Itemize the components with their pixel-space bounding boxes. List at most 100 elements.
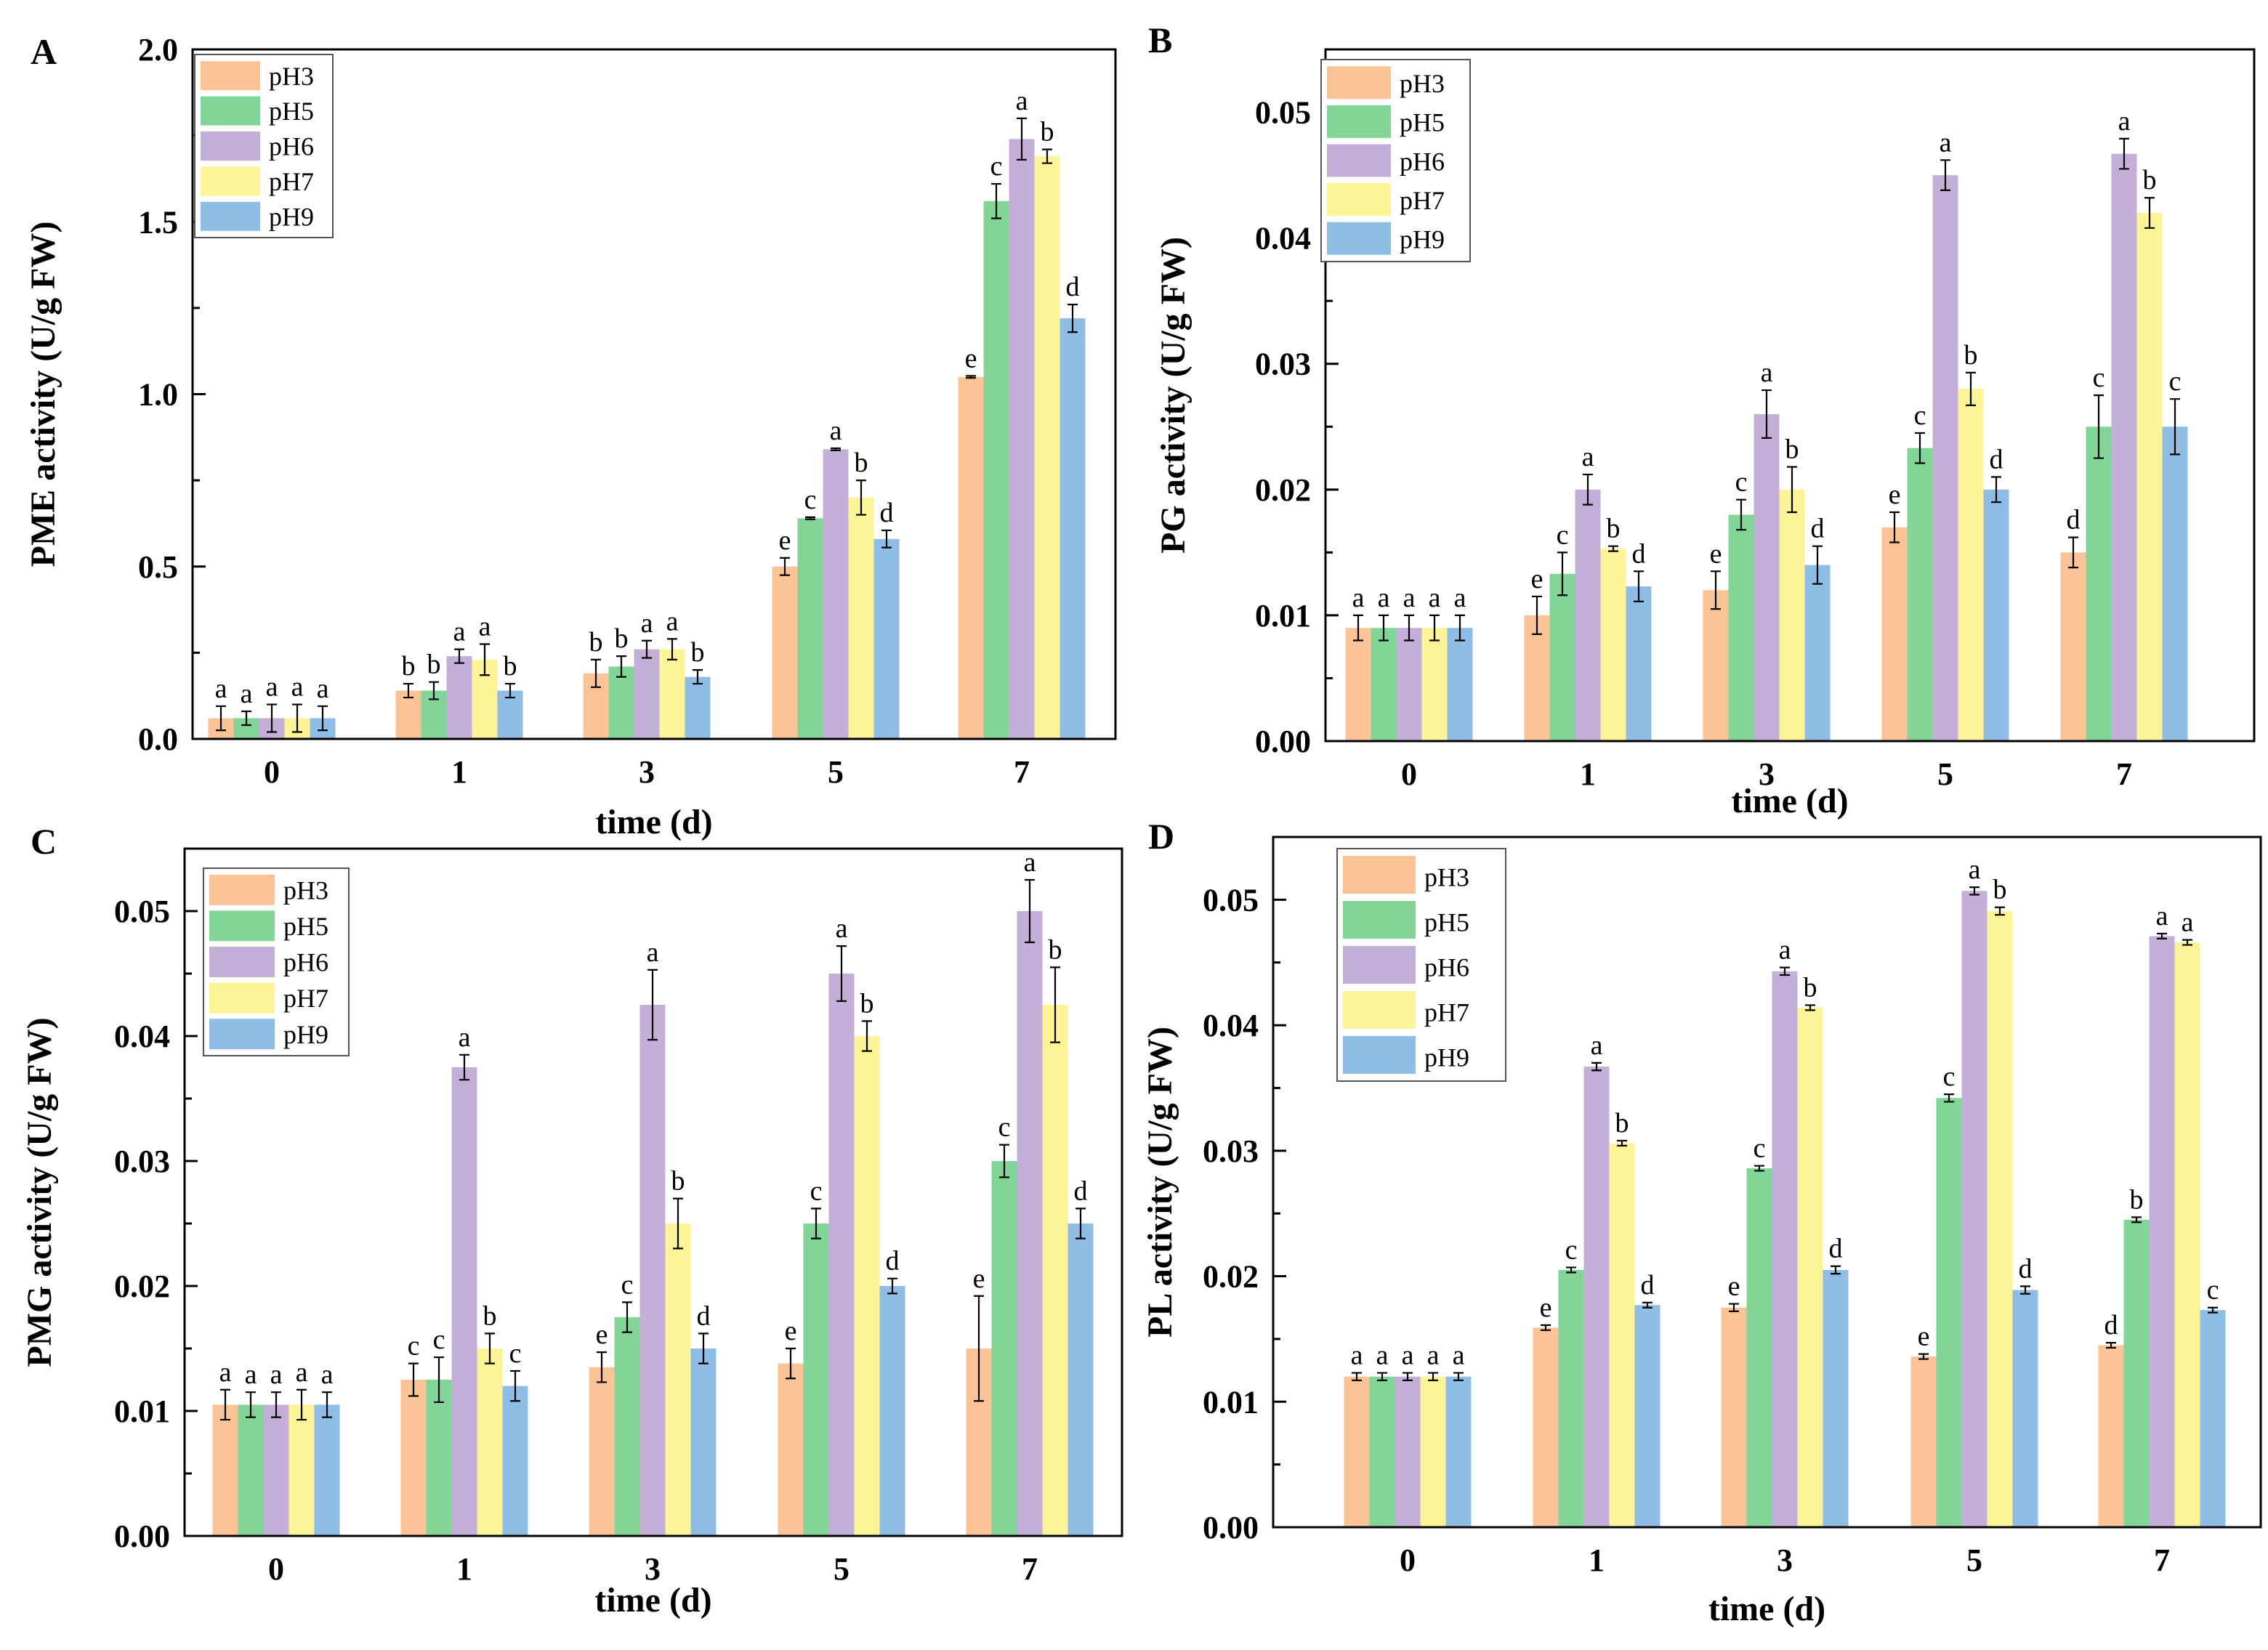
significance-letter: c [1735, 467, 1748, 498]
y-axis-title: PG activity (U/g FW) [1154, 237, 1192, 554]
significance-letter: a [321, 1359, 334, 1390]
x-tick-label: 7 [1014, 754, 1030, 790]
error-bar [831, 447, 841, 451]
significance-letter: c [509, 1338, 522, 1369]
bar-pH9-day5 [2012, 1290, 2038, 1527]
legend-label-pH3: pH3 [1424, 862, 1469, 891]
significance-letter: a [1761, 357, 1773, 388]
significance-letter: c [990, 151, 1003, 182]
x-tick-label: 1 [451, 754, 467, 790]
significance-letter: b [504, 651, 517, 682]
legend-label-pH9: pH9 [283, 1020, 328, 1049]
legend-label-pH3: pH3 [283, 875, 328, 905]
significance-letter: e [1540, 1293, 1552, 1323]
significance-letter: c [804, 485, 817, 515]
error-bar [698, 1332, 709, 1364]
legend-swatch-pH6 [209, 947, 275, 977]
error-bar [1995, 906, 2005, 916]
bar-pH6-day1 [1583, 1067, 1610, 1527]
significance-letter: c [1557, 519, 1569, 550]
x-tick-label: 5 [834, 1551, 850, 1587]
significance-letter: a [317, 674, 329, 704]
significance-letter: c [1565, 1234, 1578, 1265]
error-bar [1831, 1265, 1841, 1275]
error-bar [991, 182, 1001, 219]
legend-label-pH7: pH7 [283, 984, 328, 1013]
error-bar [1754, 1165, 1764, 1172]
bar-pH3-day5 [1910, 1356, 1937, 1527]
y-tick-label: 0.05 [1255, 95, 1311, 131]
error-bar [403, 682, 413, 699]
bar-pH9-day3 [1804, 565, 1831, 741]
significance-letter: a [1403, 583, 1416, 613]
significance-letter: a [215, 674, 227, 704]
legend-label-pH6: pH6 [269, 132, 314, 161]
chart-panel-B: B 0.00 0.01 0.02 0.03 0.04 0.05 0 1 3 5 7 a e e e d a c c c c… [1148, 20, 2256, 820]
y-tick-label: 0.04 [1203, 1008, 1259, 1043]
significance-letter: a [1376, 1340, 1389, 1371]
bar-pH3-day3 [1721, 1307, 1747, 1527]
significance-letter: b [860, 988, 874, 1019]
significance-letter: a [1591, 1030, 1603, 1061]
bar-pH5-day0 [1369, 1376, 1395, 1527]
x-tick-label: 0 [1400, 1542, 1416, 1578]
bar-pH5-day5 [797, 518, 823, 739]
error-bar [1787, 466, 1797, 514]
significance-letter: a [1016, 86, 1028, 116]
significance-letter: a [641, 608, 653, 639]
significance-letter: e [973, 1263, 985, 1294]
legend-swatch-pH7 [1327, 183, 1391, 217]
error-bar [1068, 304, 1078, 333]
error-bar [805, 516, 815, 520]
legend-swatch-pH7 [1343, 991, 1416, 1029]
x-tick-label: 1 [1580, 756, 1596, 792]
bar-pH6-day1 [451, 1067, 477, 1536]
bar-pH9-day1 [1626, 586, 1652, 741]
bar-pH7-day3 [659, 649, 685, 739]
x-tick-label: 0 [1401, 756, 1417, 792]
y-tick-label: 0.04 [1255, 221, 1311, 256]
x-tick-label: 3 [639, 754, 655, 790]
error-bar [510, 1370, 520, 1402]
bar-pH9-day5 [873, 538, 900, 739]
x-tick-label: 7 [2154, 1542, 2170, 1578]
error-bar [966, 375, 976, 379]
y-tick-label: 0.00 [1255, 724, 1311, 759]
significance-letter: e [1710, 538, 1722, 569]
bar-pH7-day0 [288, 1404, 315, 1536]
error-bar [429, 681, 439, 700]
bar-pH5-day3 [1746, 1168, 1772, 1527]
significance-letter: b [2130, 1184, 2144, 1215]
error-bar [1379, 614, 1389, 642]
error-bar [1076, 1208, 1086, 1239]
legend-swatch-pH6 [201, 132, 260, 161]
bar-pH9-day0 [1447, 628, 1473, 741]
legend-label-pH5: pH5 [269, 97, 314, 126]
significance-letter: e [1728, 1271, 1740, 1302]
significance-letter: d [2067, 505, 2081, 535]
bar-pH5-day1 [426, 1380, 452, 1536]
error-bar [1583, 473, 1593, 506]
legend-label-pH7: pH7 [1400, 186, 1445, 215]
error-bar [673, 1197, 683, 1250]
significance-letter: d [1829, 1234, 1843, 1264]
significance-letter: a [479, 612, 491, 642]
x-axis-title: time (d) [595, 803, 712, 841]
legend-swatch-pH7 [201, 166, 260, 196]
error-bar [2144, 197, 2155, 229]
error-bar [862, 1020, 872, 1052]
legend: pH3 pH5 pH6 pH7 pH9 [203, 868, 350, 1056]
x-tick-label: 1 [456, 1551, 472, 1587]
bar-pH6-day7 [1009, 139, 1035, 739]
bar-pH9-day1 [497, 690, 523, 739]
significance-letter: a [1969, 854, 1981, 885]
error-bar [434, 1356, 444, 1404]
error-bar [1050, 966, 1060, 1043]
significance-letter: d [880, 498, 894, 528]
bar-pH5-day7 [991, 1161, 1017, 1536]
y-tick-label: 0.01 [1255, 598, 1311, 634]
bar-pH5-day3 [614, 1317, 640, 1536]
legend-label-pH3: pH3 [1400, 69, 1445, 98]
x-axis-title: time (d) [1731, 782, 1848, 820]
error-bar [1918, 1353, 1929, 1360]
